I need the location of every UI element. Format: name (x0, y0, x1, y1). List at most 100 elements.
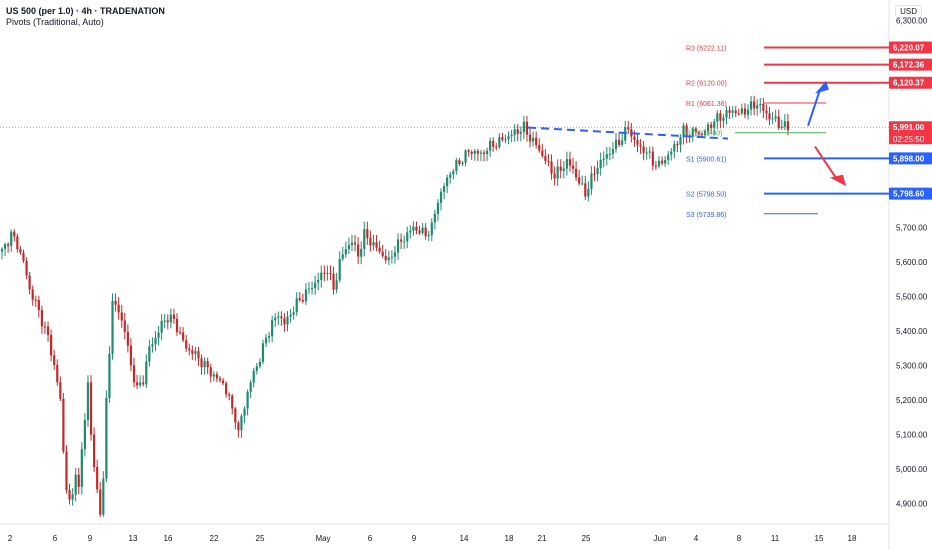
candle-body (617, 139, 621, 145)
y-tick-label: 5,700.00 (896, 224, 928, 233)
candle-body (378, 247, 381, 252)
candle-body (544, 155, 547, 161)
candle-body (393, 252, 397, 257)
candle-body (13, 231, 16, 237)
candle-body (446, 177, 449, 187)
axis-badge-r3-bg (889, 41, 932, 54)
time-axis[interactable]: 2 6 9 13 16 22 25 May 6 9 14 18 21 25 Jun 4 8 11 15 18 (8, 534, 857, 543)
candle-body (664, 160, 667, 164)
candle-body (145, 361, 148, 385)
candle-body (234, 408, 237, 423)
candle-body (654, 165, 658, 167)
candle-body (682, 125, 685, 138)
candle-body (381, 251, 384, 257)
axis-badge-r2: 6,120.37 (893, 79, 925, 88)
candle-body (630, 129, 633, 137)
candle-body (178, 332, 182, 334)
candle-body (166, 320, 169, 323)
candle-body (19, 249, 22, 253)
candle-body (22, 252, 25, 261)
candle-body (550, 161, 553, 174)
candle-body (335, 280, 338, 290)
candle-body (277, 316, 280, 318)
candle-body (719, 113, 722, 121)
pivot-label-s2: S2 (5798.50) (686, 192, 726, 199)
candle-body (482, 152, 486, 155)
bearish-arrow (814, 145, 839, 182)
candle-body (412, 226, 415, 231)
candle-body (421, 227, 424, 233)
currency-button[interactable]: USD (895, 5, 922, 18)
x-tick-label: 2 (8, 534, 13, 543)
symbol-title: US 500 (per 1.0) · 4h · TRADENATION (6, 6, 165, 16)
y-tick-label: 5,000.00 (896, 465, 928, 474)
x-tick-label: 6 (53, 534, 58, 543)
candle-body (157, 332, 160, 338)
x-tick-label: 15 (815, 534, 824, 543)
candle-body (10, 231, 13, 246)
candle-body (507, 136, 510, 140)
candle-body (759, 104, 762, 106)
candle-body (710, 124, 713, 129)
candle-body (338, 258, 341, 281)
candle-body (621, 140, 624, 145)
candle-body (645, 152, 648, 154)
candle-body (559, 166, 562, 171)
candle-body (409, 230, 412, 233)
candle-body (596, 168, 599, 175)
candle-body (605, 154, 608, 159)
candle-body (169, 314, 172, 323)
x-tick-label: 9 (88, 534, 93, 543)
candle-body (154, 337, 157, 345)
candle-body (292, 312, 295, 315)
candle-body (240, 415, 243, 431)
candle-body (762, 104, 765, 111)
candle-body (301, 299, 304, 302)
candle-body (304, 289, 308, 302)
candle-body (783, 121, 786, 127)
candle-body (310, 287, 314, 289)
candle-body (565, 159, 568, 169)
candle-body (525, 121, 529, 135)
candle-body (280, 316, 283, 319)
candle-body (93, 434, 96, 468)
candle-body (740, 108, 743, 114)
candle-body (123, 320, 126, 332)
candle-body (258, 361, 261, 367)
candle-body (218, 378, 222, 381)
pivot-levels-layer: R3 (6222.11) R2 (6120.00) R1 (6061.36) P (5… (0, 46, 889, 219)
x-tick-label: 25 (582, 534, 591, 543)
candle-body (28, 275, 31, 290)
candle-body (433, 213, 436, 223)
candle-body (599, 159, 602, 169)
candle-body (3, 244, 7, 249)
candle-body (271, 320, 274, 337)
candle-body (83, 420, 86, 450)
axis-badge-last-price-bg (889, 121, 932, 134)
candle-body (332, 273, 335, 290)
candle-body (516, 129, 519, 134)
candle-body (703, 130, 707, 135)
candle-body (65, 451, 68, 490)
y-tick-label: 5,600.00 (896, 258, 928, 267)
candle-body (387, 257, 390, 261)
candle-body (209, 367, 212, 377)
candle-body (485, 150, 489, 155)
candle-body (657, 160, 661, 167)
bearish-arrow-head (830, 174, 846, 187)
candle-body (532, 137, 535, 142)
candle-body (372, 242, 375, 246)
x-tick-label: 9 (412, 534, 417, 543)
candle-body (436, 202, 440, 214)
candle-body (99, 489, 102, 515)
candle-body (188, 348, 191, 351)
candle-body (360, 248, 363, 257)
y-tick-label: 6,300.00 (896, 17, 928, 26)
x-tick-label: 6 (368, 534, 373, 543)
candle-body (498, 137, 501, 147)
candle-body (132, 365, 136, 383)
candle-body (538, 144, 541, 151)
candle-body (77, 474, 80, 487)
price-axis[interactable]: 4,900.00 5,000.00 5,100.00 5,200.00 5,300.00… (889, 17, 932, 509)
